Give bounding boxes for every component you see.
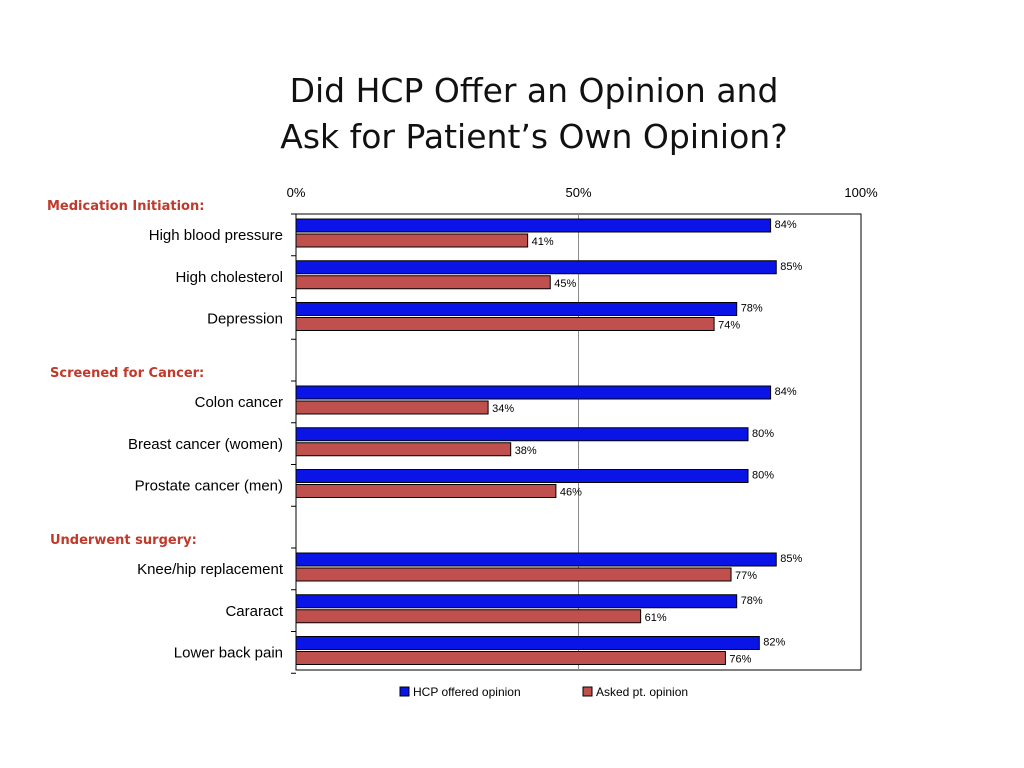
data-label-hcp: 84% [775, 386, 797, 398]
bar-hcp-offered [295, 552, 777, 567]
data-label-asked: 74% [718, 320, 740, 332]
category-label: Depression [207, 311, 283, 328]
bar-asked-opinion [295, 609, 642, 624]
data-label-hcp: 82% [763, 637, 785, 649]
bar-hcp-offered [295, 636, 760, 650]
bar-asked-opinion [295, 400, 489, 415]
category-label: Colon cancer [195, 394, 283, 411]
bar-asked-opinion [295, 567, 732, 582]
bar-hcp-offered [295, 427, 749, 442]
legend-label-0: HCP offered opinion [413, 685, 521, 699]
data-label-asked: 46% [560, 487, 582, 499]
bar-asked-opinion [295, 651, 726, 665]
data-label-asked: 41% [532, 236, 554, 248]
bar-hcp-offered [295, 218, 772, 233]
category-label: Knee/hip replacement [137, 561, 284, 578]
category-label: Breast cancer (women) [128, 436, 283, 453]
bar-hcp-offered [295, 469, 749, 483]
bar-asked-opinion [295, 484, 557, 498]
bar-asked-opinion [295, 275, 551, 290]
category-label: Cararact [225, 603, 283, 620]
bar-asked-opinion [295, 442, 512, 457]
data-label-asked: 38% [515, 445, 537, 457]
data-label-asked: 61% [645, 612, 667, 624]
group-heading-2: Underwent surgery: [50, 533, 197, 548]
x-tick-label-2: 100% [844, 185, 878, 200]
data-label-asked: 77% [735, 570, 757, 582]
data-label-hcp: 78% [741, 595, 763, 607]
bar-asked-opinion [295, 233, 529, 248]
category-label: High blood pressure [149, 227, 283, 244]
data-label-hcp: 85% [780, 553, 802, 565]
bar-hcp-offered [295, 385, 772, 400]
data-label-hcp: 84% [775, 219, 797, 231]
data-label-asked: 76% [729, 654, 751, 666]
data-label-asked: 45% [554, 278, 576, 290]
data-label-hcp: 80% [752, 428, 774, 440]
legend-swatch-0 [399, 686, 410, 697]
x-tick-label-0: 0% [287, 185, 306, 200]
chart-title-line-1: Did HCP Offer an Opinion and [289, 71, 779, 110]
x-tick-label-1: 50% [565, 185, 591, 200]
chart-title-line-2: Ask for Patient’s Own Opinion? [280, 117, 788, 156]
bar-hcp-offered [295, 594, 738, 609]
group-heading-0: Medication Initiation: [47, 199, 204, 214]
chart-title: Did HCP Offer an Opinion and Ask for Pat… [0, 68, 1024, 160]
bar-hcp-offered [295, 302, 738, 316]
category-label: High cholesterol [175, 269, 283, 286]
legend-swatch-1 [582, 686, 593, 697]
data-label-asked: 34% [492, 403, 514, 415]
legend-label-1: Asked pt. opinion [596, 685, 688, 699]
category-label: Prostate cancer (men) [135, 478, 283, 495]
data-label-hcp: 85% [780, 261, 802, 273]
bar-hcp-offered [295, 260, 777, 275]
bar-asked-opinion [295, 317, 715, 331]
data-label-hcp: 80% [752, 470, 774, 482]
group-heading-1: Screened for Cancer: [50, 366, 204, 381]
category-label: Lower back pain [174, 645, 283, 662]
data-label-hcp: 78% [741, 303, 763, 315]
